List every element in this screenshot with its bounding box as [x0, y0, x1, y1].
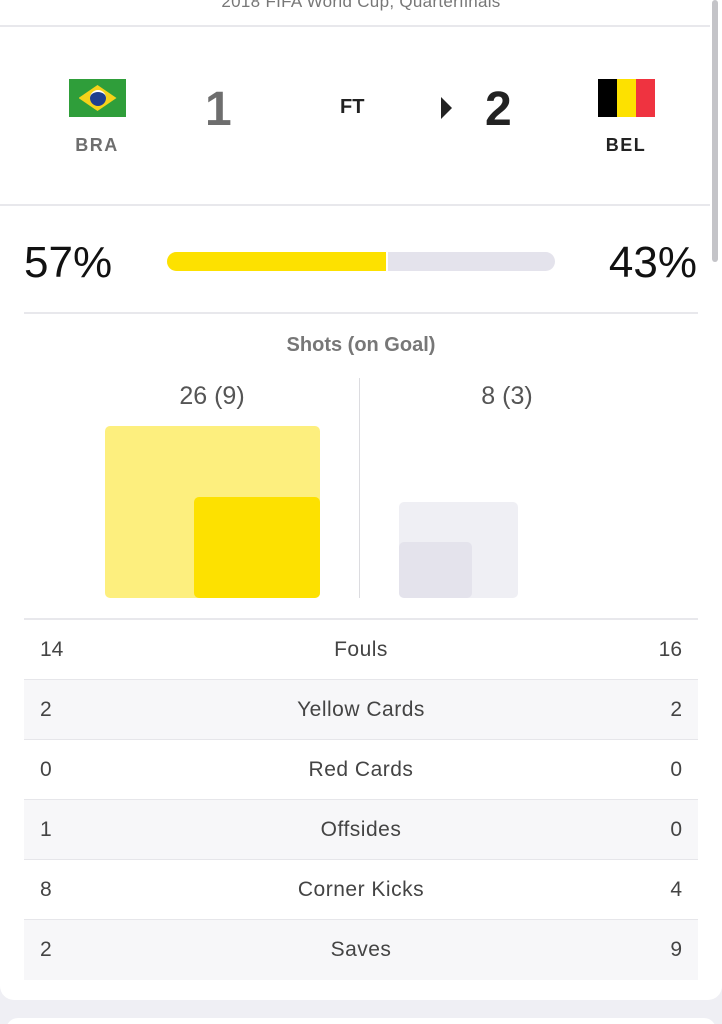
away-shots-value: 8 (3): [407, 382, 607, 411]
brazil-flag-icon: [69, 79, 126, 117]
home-team-abbr[interactable]: BRA: [57, 135, 137, 156]
stat-row: 14 Fouls 16: [24, 620, 698, 680]
home-possession: 57%: [24, 238, 112, 288]
stat-away-value: 2: [670, 698, 682, 722]
winner-arrow-icon: [441, 97, 452, 119]
stat-row: 2 Yellow Cards 2: [24, 680, 698, 740]
stat-away-value: 9: [670, 938, 682, 962]
home-score: 1: [205, 84, 232, 136]
stat-label: Red Cards: [24, 758, 698, 782]
belgium-flag-icon: [598, 79, 655, 117]
away-score: 2: [485, 84, 512, 136]
possession-bar: [167, 252, 555, 271]
stats-table: 14 Fouls 16 2 Yellow Cards 2 0 Red Cards 0 1 Offsi…: [24, 620, 698, 980]
possession-bar-home-fill: [167, 252, 388, 271]
away-team-abbr[interactable]: BEL: [586, 135, 666, 156]
match-status: FT: [340, 96, 364, 119]
divider: [0, 25, 710, 27]
stat-away-value: 0: [670, 758, 682, 782]
stat-away-value: 0: [670, 818, 682, 842]
home-shots-on-goal-box: [194, 497, 320, 598]
stat-row: 0 Red Cards 0: [24, 740, 698, 800]
scrollbar[interactable]: [712, 0, 718, 262]
away-shots-on-goal-box: [399, 542, 472, 598]
stat-label: Fouls: [24, 638, 698, 662]
divider: [0, 204, 710, 206]
stat-row: 8 Corner Kicks 4: [24, 860, 698, 920]
stat-label: Offsides: [24, 818, 698, 842]
away-possession: 43%: [609, 238, 697, 288]
competition-label: 2018 FIFA World Cup, Quarterfinals: [0, 0, 722, 12]
shots-title: Shots (on Goal): [0, 334, 722, 357]
stat-row: 2 Saves 9: [24, 920, 698, 980]
divider: [24, 312, 698, 314]
stat-away-value: 16: [659, 638, 682, 662]
home-shots-value: 26 (9): [112, 382, 312, 411]
shots-divider: [359, 378, 360, 598]
next-card: [6, 1018, 716, 1024]
stat-label: Yellow Cards: [24, 698, 698, 722]
stat-label: Saves: [24, 938, 698, 962]
stat-row: 1 Offsides 0: [24, 800, 698, 860]
stat-away-value: 4: [670, 878, 682, 902]
match-stats-card: 2018 FIFA World Cup, Quarterfinals BRA 1…: [0, 0, 722, 1000]
stat-label: Corner Kicks: [24, 878, 698, 902]
